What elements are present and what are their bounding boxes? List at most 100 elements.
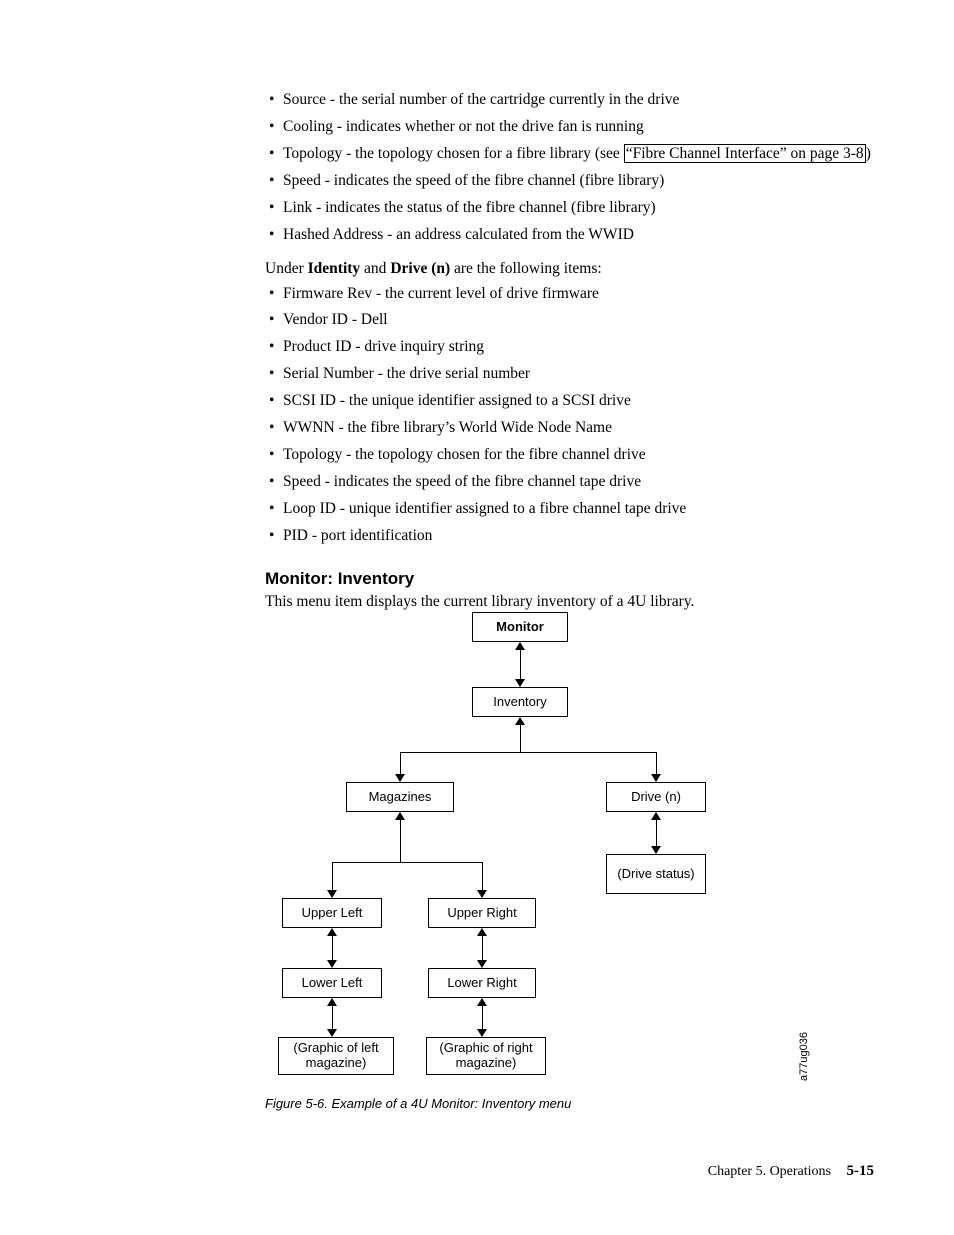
- edge: [656, 752, 657, 774]
- edge: [332, 862, 333, 890]
- arrowhead-icon: [477, 998, 487, 1006]
- list-text: WWNN - the fibre library’s World Wide No…: [283, 419, 612, 436]
- node-label: (Graphic of right magazine): [429, 1041, 543, 1071]
- edge: [482, 862, 483, 890]
- arrowhead-icon: [477, 890, 487, 898]
- figure-caption: Figure 5-6. Example of a 4U Monitor: Inv…: [265, 1096, 571, 1111]
- arrowhead-icon: [515, 679, 525, 687]
- edge: [482, 1006, 483, 1029]
- arrowhead-icon: [395, 812, 405, 820]
- node-label: (Drive status): [617, 867, 694, 882]
- arrowhead-icon: [327, 1029, 337, 1037]
- arrowhead-icon: [327, 998, 337, 1006]
- node-label: Lower Left: [302, 976, 363, 991]
- arrowhead-icon: [651, 846, 661, 854]
- edge: [332, 936, 333, 960]
- node-label: Upper Right: [447, 906, 516, 921]
- list-item: Speed - indicates the speed of the fibre…: [265, 472, 875, 493]
- node-drive-n: Drive (n): [606, 782, 706, 812]
- node-magazines: Magazines: [346, 782, 454, 812]
- section-paragraph: This menu item displays the current libr…: [265, 593, 875, 611]
- list-item: Link - indicates the status of the fibre…: [265, 198, 875, 219]
- node-lower-left: Lower Left: [282, 968, 382, 998]
- list-text: Hashed Address - an address calculated f…: [283, 226, 634, 243]
- keyword: Drive (n): [390, 260, 450, 277]
- edge: [400, 752, 401, 774]
- page-footer: Chapter 5. Operations 5-15: [0, 1163, 874, 1180]
- list-item: Cooling - indicates whether or not the d…: [265, 117, 875, 138]
- list-text: Vendor ID - Dell: [283, 311, 388, 328]
- arrowhead-icon: [327, 960, 337, 968]
- list-item: Speed - indicates the speed of the fibre…: [265, 171, 875, 192]
- text: are the following items:: [450, 260, 602, 277]
- list-text: Cooling - indicates whether or not the d…: [283, 118, 644, 135]
- node-label: Upper Left: [302, 906, 363, 921]
- list-text: Speed - indicates the speed of the fibre…: [283, 172, 664, 189]
- edge: [332, 1006, 333, 1029]
- node-drive-status: (Drive status): [606, 854, 706, 894]
- node-graphic-right: (Graphic of right magazine): [426, 1037, 546, 1075]
- arrowhead-icon: [651, 812, 661, 820]
- list-item: Source - the serial number of the cartri…: [265, 90, 875, 111]
- section-heading: Monitor: Inventory: [265, 569, 875, 589]
- list-text: Link - indicates the status of the fibre…: [283, 199, 656, 216]
- list-text: Product ID - drive inquiry string: [283, 338, 484, 355]
- list-item: Product ID - drive inquiry string: [265, 337, 875, 358]
- arrowhead-icon: [477, 960, 487, 968]
- edge: [482, 936, 483, 960]
- page-content: Source - the serial number of the cartri…: [265, 90, 875, 617]
- page-number: 5-15: [847, 1163, 875, 1179]
- edge: [332, 862, 482, 863]
- list-item: Vendor ID - Dell: [265, 310, 875, 331]
- list-text: Loop ID - unique identifier assigned to …: [283, 500, 686, 517]
- list-item: PID - port identification: [265, 526, 875, 547]
- list-item: Topology - the topology chosen for the f…: [265, 445, 875, 466]
- node-graphic-left: (Graphic of left magazine): [278, 1037, 394, 1075]
- node-label: Monitor: [496, 620, 544, 635]
- footer-chapter: Chapter 5. Operations: [708, 1164, 831, 1179]
- status-list: Source - the serial number of the cartri…: [265, 90, 875, 246]
- node-lower-right: Lower Right: [428, 968, 536, 998]
- edge: [400, 820, 401, 862]
- list-item: Firmware Rev - the current level of driv…: [265, 284, 875, 305]
- arrowhead-icon: [477, 928, 487, 936]
- arrowhead-icon: [395, 774, 405, 782]
- node-label: (Graphic of left magazine): [281, 1041, 391, 1071]
- list-text: Serial Number - the drive serial number: [283, 365, 530, 382]
- text: Under: [265, 260, 308, 277]
- edge: [400, 752, 656, 753]
- edge: [520, 725, 521, 752]
- edge: [656, 820, 657, 846]
- list-text-trail: ): [866, 145, 871, 162]
- arrowhead-icon: [327, 890, 337, 898]
- node-upper-left: Upper Left: [282, 898, 382, 928]
- list-text: Topology - the topology chosen for the f…: [283, 446, 646, 463]
- list-text: PID - port identification: [283, 527, 432, 544]
- list-item: SCSI ID - the unique identifier assigned…: [265, 391, 875, 412]
- list-item: WWNN - the fibre library’s World Wide No…: [265, 418, 875, 439]
- arrowhead-icon: [327, 928, 337, 936]
- node-label: Lower Right: [447, 976, 516, 991]
- text: and: [360, 260, 390, 277]
- node-label: Magazines: [369, 790, 432, 805]
- arrowhead-icon: [515, 642, 525, 650]
- list-item: Serial Number - the drive serial number: [265, 364, 875, 385]
- keyword: Identity: [308, 260, 361, 277]
- list-item: Loop ID - unique identifier assigned to …: [265, 499, 875, 520]
- list-text: Topology - the topology chosen for a fib…: [283, 145, 624, 162]
- list-text: Source - the serial number of the cartri…: [283, 91, 679, 108]
- node-label: Drive (n): [631, 790, 681, 805]
- flowchart: Monitor Inventory Magazines Drive (n) (D…: [278, 612, 758, 1072]
- list-item: Topology - the topology chosen for a fib…: [265, 144, 875, 165]
- intro-paragraph: Under Identity and Drive (n) are the fol…: [265, 260, 875, 278]
- node-upper-right: Upper Right: [428, 898, 536, 928]
- identity-list: Firmware Rev - the current level of driv…: [265, 284, 875, 547]
- node-label: Inventory: [493, 695, 546, 710]
- arrowhead-icon: [651, 774, 661, 782]
- cross-reference-link[interactable]: “Fibre Channel Interface” on page 3-8: [624, 144, 866, 163]
- list-text: SCSI ID - the unique identifier assigned…: [283, 392, 631, 409]
- node-monitor: Monitor: [472, 612, 568, 642]
- arrowhead-icon: [515, 717, 525, 725]
- list-text: Speed - indicates the speed of the fibre…: [283, 473, 641, 490]
- figure-id-label: a77ug036: [798, 1032, 810, 1081]
